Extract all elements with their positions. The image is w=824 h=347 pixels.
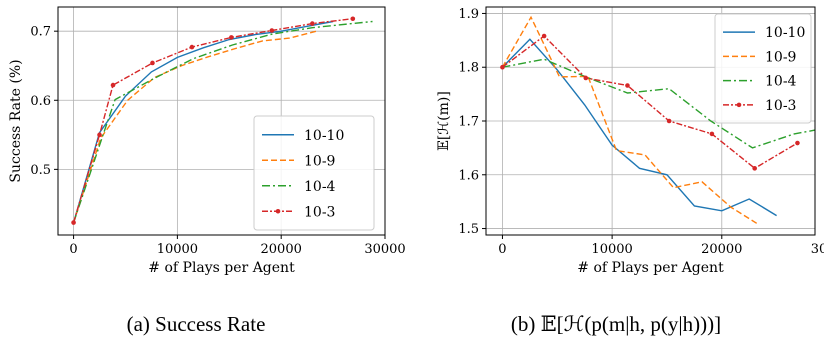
caption-b: (b) 𝔼[ℋ(p(m|h, p(y|h)))]	[511, 312, 721, 336]
data-point-10-3	[189, 44, 195, 50]
data-point-10-3	[625, 83, 630, 88]
y-tick-label: 0.7	[30, 25, 51, 40]
legend-label-10-3: 10-3	[765, 98, 796, 114]
legend-label-10-10: 10-10	[765, 25, 805, 41]
series-line-10-9	[501, 15, 760, 226]
series-line-10-10	[72, 20, 334, 223]
x-tick-label: 10000	[591, 242, 632, 257]
plot-frame	[57, 6, 386, 236]
legend-marker-10-3	[275, 208, 281, 214]
x-axis-label: # of Plays per Agent	[148, 260, 295, 276]
data-point-10-3	[752, 166, 757, 171]
series-line-10-9	[72, 30, 317, 223]
x-tick-label: 0	[498, 242, 506, 257]
y-axis-label: 𝔼[ℋ(m)]	[436, 91, 452, 151]
legend-label-10-9: 10-9	[304, 153, 335, 169]
y-axis-label: Success Rate (%)	[8, 59, 24, 182]
x-tick-label: 30000	[811, 242, 824, 257]
entropy-chart: 0 10000 20000 30000 1.5 1.6 1.7 1.8 1.9 # of Play…	[436, 6, 824, 276]
data-point-10-3	[709, 131, 715, 137]
y-tick-label: 1.8	[458, 61, 479, 76]
data-point-10-3	[500, 64, 505, 70]
data-point-10-3	[71, 220, 76, 225]
legend-marker-10-3	[736, 102, 742, 108]
legend-box	[714, 13, 812, 124]
data-point-10-3	[229, 35, 234, 40]
series-line-10-3	[501, 35, 798, 170]
data-point-10-3	[666, 118, 672, 124]
data-point-10-3	[350, 16, 356, 22]
data-point-10-3	[110, 82, 116, 88]
legend-label-10-10: 10-10	[304, 128, 344, 144]
y-tick-label: 0.6	[30, 94, 51, 109]
data-point-10-3	[269, 28, 275, 33]
x-tick-label: 30000	[364, 242, 405, 257]
x-tick-label: 20000	[701, 242, 742, 257]
y-tick-label: 0.5	[30, 163, 51, 178]
legend-box	[253, 115, 375, 231]
data-point-10-3	[150, 60, 155, 66]
x-tick-label: 10000	[157, 242, 198, 257]
data-point-10-3	[541, 33, 547, 39]
data-point-10-3	[583, 75, 589, 81]
y-tick-label: 1.9	[458, 7, 479, 22]
y-tick-label: 1.6	[458, 168, 479, 183]
y-tick-label: 1.5	[458, 222, 479, 237]
x-tick-label: 0	[69, 242, 77, 257]
legend-label-10-9: 10-9	[765, 49, 796, 65]
legend-label-10-4: 10-4	[765, 74, 797, 90]
data-point-10-3	[310, 21, 315, 26]
data-point-10-3	[97, 132, 102, 138]
x-axis-label: # of Plays per Agent	[577, 260, 724, 276]
data-point-10-3	[795, 140, 800, 146]
legend-label-10-4: 10-4	[304, 179, 336, 195]
success-rate-chart: 0 10000 20000 30000 0.5 0.6 0.7 # of Plays per …	[8, 6, 406, 276]
caption-a: (a) Success Rate	[127, 312, 266, 336]
series-line-10-4	[502, 58, 816, 149]
x-tick-label: 20000	[261, 242, 302, 257]
y-tick-label: 1.7	[458, 115, 479, 130]
legend-label-10-3: 10-3	[304, 204, 335, 220]
